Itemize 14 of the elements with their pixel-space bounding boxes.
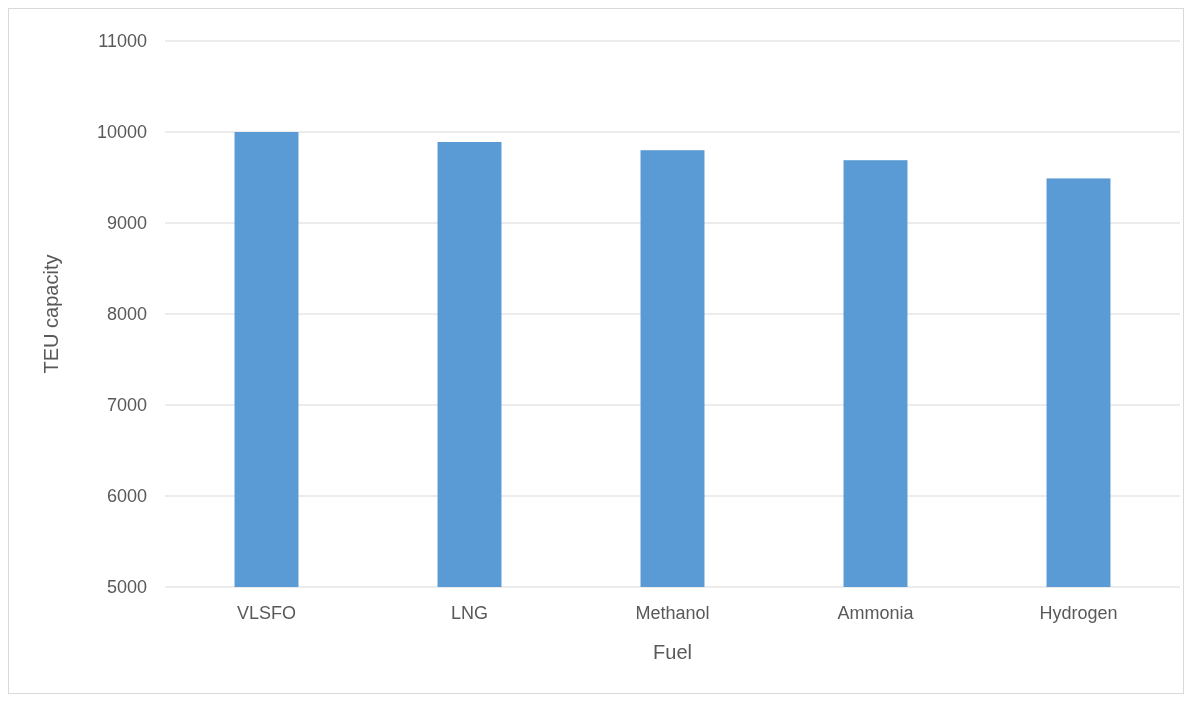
y-tick-label: 9000 [106,213,147,234]
x-axis-title: Fuel [653,641,692,663]
y-axis-title: TEU capacity [40,254,62,374]
x-tick-label: Hydrogen [1039,603,1118,623]
y-tick-label: 8000 [106,304,147,325]
x-tick-label: Methanol [635,603,710,623]
x-tick-label: LNG [450,603,489,623]
y-tick-label: 11000 [98,31,147,52]
x-tick-label: Ammonia [837,603,915,623]
y-tick-label: 6000 [106,486,147,507]
y-tick-label: 5000 [106,577,147,598]
y-tick-label: 7000 [106,395,147,416]
x-tick-label: VLSFO [236,603,297,623]
y-tick-label: 10000 [96,122,147,143]
